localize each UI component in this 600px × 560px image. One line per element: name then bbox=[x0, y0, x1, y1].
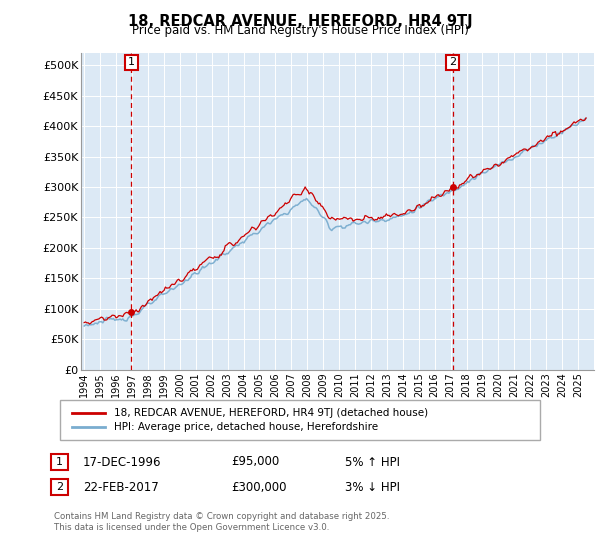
Text: £300,000: £300,000 bbox=[231, 480, 287, 494]
Text: 18, REDCAR AVENUE, HEREFORD, HR4 9TJ (detached house): 18, REDCAR AVENUE, HEREFORD, HR4 9TJ (de… bbox=[114, 408, 428, 418]
Text: 17-DEC-1996: 17-DEC-1996 bbox=[83, 455, 161, 469]
Text: 22-FEB-2017: 22-FEB-2017 bbox=[83, 480, 158, 494]
Text: 3% ↓ HPI: 3% ↓ HPI bbox=[345, 480, 400, 494]
Text: 2: 2 bbox=[449, 57, 456, 67]
Text: 18, REDCAR AVENUE, HEREFORD, HR4 9TJ: 18, REDCAR AVENUE, HEREFORD, HR4 9TJ bbox=[128, 14, 472, 29]
Text: Contains HM Land Registry data © Crown copyright and database right 2025.
This d: Contains HM Land Registry data © Crown c… bbox=[54, 512, 389, 532]
Text: 1: 1 bbox=[56, 457, 63, 467]
Text: Price paid vs. HM Land Registry's House Price Index (HPI): Price paid vs. HM Land Registry's House … bbox=[131, 24, 469, 37]
Text: HPI: Average price, detached house, Herefordshire: HPI: Average price, detached house, Here… bbox=[114, 422, 378, 432]
Text: 5% ↑ HPI: 5% ↑ HPI bbox=[345, 455, 400, 469]
Text: £95,000: £95,000 bbox=[231, 455, 279, 469]
Text: 1: 1 bbox=[128, 57, 135, 67]
Text: 2: 2 bbox=[56, 482, 63, 492]
